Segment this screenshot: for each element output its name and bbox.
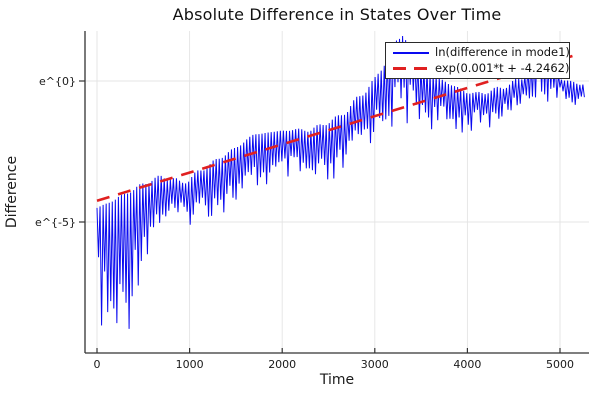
y-axis-label: Difference — [4, 155, 20, 229]
x-axis-label: Time — [319, 372, 355, 388]
y-tick-label: e^{-5} — [35, 216, 76, 229]
x-tick-label: 4000 — [453, 358, 481, 371]
legend: ln(difference in mode1) exp(0.001*t + -4… — [385, 42, 570, 79]
legend-label-trend: exp(0.001*t + -4.2462) — [435, 61, 570, 75]
legend-dash-sample-red — [393, 67, 429, 70]
x-tick-label: 0 — [94, 358, 101, 371]
x-tick-label: 3000 — [361, 358, 389, 371]
legend-entry-trend: exp(0.001*t + -4.2462) — [393, 61, 569, 76]
legend-entry-signal: ln(difference in mode1) — [393, 45, 570, 60]
trend-line-exp-fit — [96, 54, 575, 202]
legend-line-sample-blue — [393, 51, 429, 54]
chart-title: Absolute Difference in States Over Time — [172, 5, 502, 24]
x-tick-label: 5000 — [546, 358, 574, 371]
y-tick-label: e^{0} — [39, 75, 76, 88]
x-tick-label: 2000 — [268, 358, 296, 371]
series-line-ln-difference — [96, 36, 585, 329]
legend-label-signal: ln(difference in mode1) — [435, 45, 570, 59]
x-tick-label: 1000 — [176, 358, 204, 371]
